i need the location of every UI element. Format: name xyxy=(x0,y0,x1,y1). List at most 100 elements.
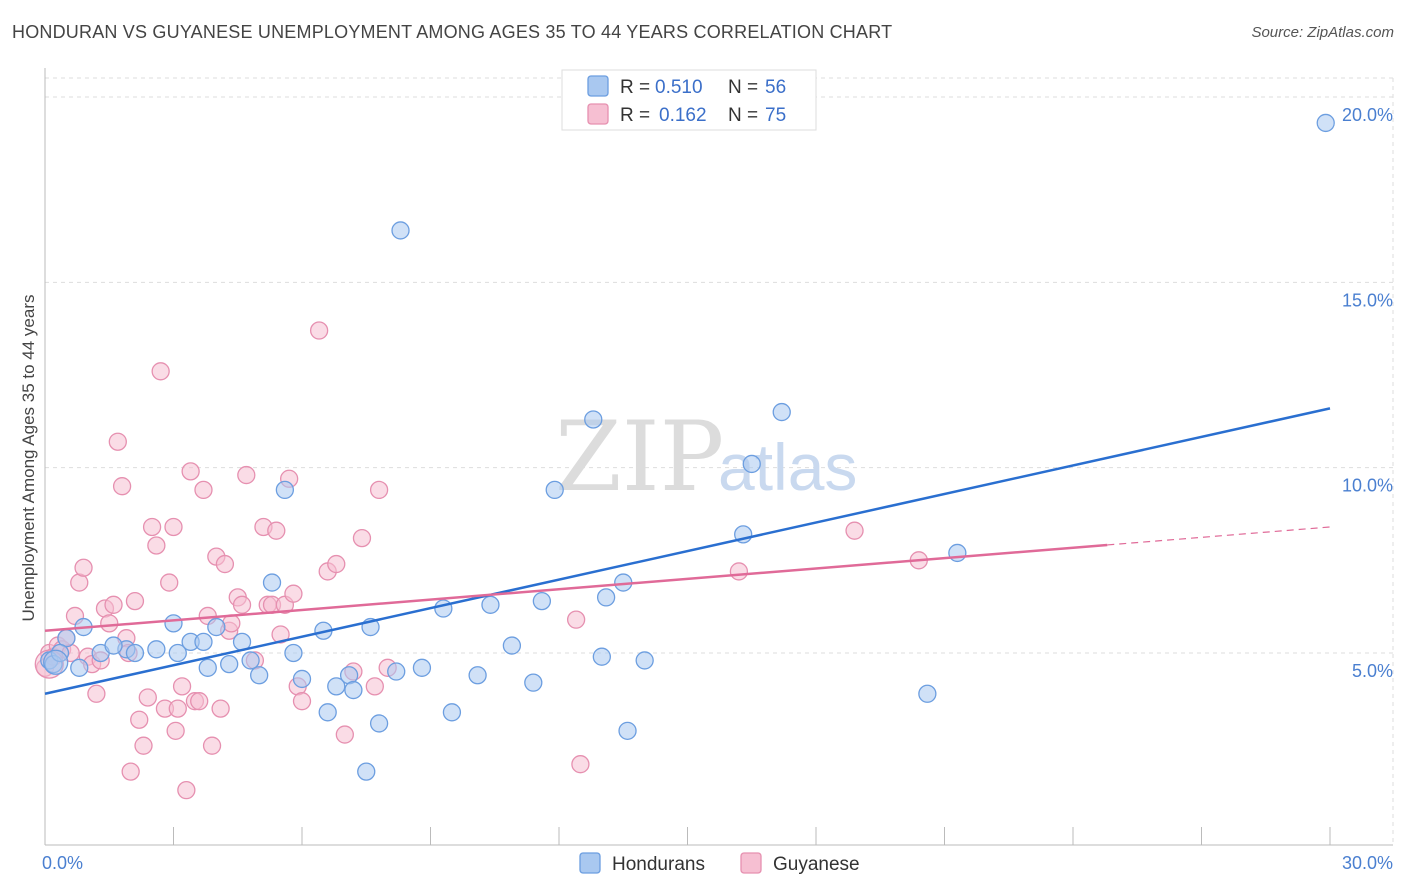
honduran-point-cluster xyxy=(43,649,69,675)
guyanese-point-43 xyxy=(211,699,230,718)
legend-r-value-guyanese: 0.162 xyxy=(659,105,707,126)
honduran-point-52 xyxy=(948,543,967,563)
watermark-atlas: atlas xyxy=(718,430,857,504)
x-tick-label-0: 0.0% xyxy=(42,853,83,873)
guyanese-point-49 xyxy=(237,465,256,485)
honduran-point-40 xyxy=(532,591,552,611)
guyanese-point-9 xyxy=(74,558,93,577)
guyanese-point-21 xyxy=(121,762,140,781)
guyanese-point-18 xyxy=(112,477,132,496)
guyanese-point-36 xyxy=(181,462,200,481)
stats-legend: R = 0.510 N = 56 R = 0.162 N = 75 xyxy=(561,69,817,131)
honduran-point-49 xyxy=(742,454,761,474)
guyanese-point-64 xyxy=(335,725,354,744)
legend-swatch-guyanese xyxy=(587,103,609,125)
series-legend-swatch-hondurans xyxy=(579,852,601,874)
honduran-point-10 xyxy=(168,643,187,663)
guyanese-point-16 xyxy=(104,595,123,614)
honduran-point-39 xyxy=(524,673,543,692)
guyanese-point-38 xyxy=(190,692,209,711)
guyanese-point-48 xyxy=(232,595,252,614)
guyanese-point-23 xyxy=(130,710,149,729)
honduran-point-37 xyxy=(481,595,500,614)
trend-line-extension-guyanese xyxy=(1107,526,1331,546)
honduran-point-36 xyxy=(468,666,487,685)
guyanese-point-34 xyxy=(172,677,192,696)
honduran-point-31 xyxy=(387,662,406,681)
series-legend-label-hondurans: Hondurans xyxy=(612,854,705,875)
honduran-point-12 xyxy=(194,632,213,652)
honduran-point-25 xyxy=(327,677,346,696)
guyanese-point-61 xyxy=(309,321,329,340)
y-tick-label-0: 5.0% xyxy=(1352,661,1393,681)
y-tick-label-1: 10.0% xyxy=(1342,476,1393,496)
honduran-point-50 xyxy=(772,402,791,422)
honduran-point-17 xyxy=(241,651,260,670)
legend-swatch-hondurans xyxy=(587,75,609,97)
source-credit: Source: ZipAtlas.com xyxy=(1251,24,1394,41)
chart-title: HONDURAN VS GUYANESE UNEMPLOYMENT AMONG … xyxy=(12,22,893,42)
guyanese-point-58 xyxy=(284,584,303,603)
legend-r-value-hondurans: 0.510 xyxy=(655,77,703,98)
guyanese-point-72 xyxy=(729,562,749,581)
trend-lines xyxy=(44,407,1331,695)
watermark-zip: ZIP xyxy=(555,401,724,513)
guyanese-point-71 xyxy=(571,755,590,774)
guyanese-point-68 xyxy=(369,480,389,500)
guyanese-point-25 xyxy=(138,688,157,707)
series-legend-label-guyanese: Guyanese xyxy=(773,854,860,875)
honduran-point-24 xyxy=(318,703,337,722)
honduran-point-55 xyxy=(104,636,123,655)
honduran-point-53 xyxy=(1316,113,1335,133)
series-legend: Hondurans Guyanese xyxy=(579,852,860,875)
honduran-point-9 xyxy=(164,614,183,633)
guyanese-point-27 xyxy=(147,536,166,555)
guyanese-point-12 xyxy=(87,684,106,703)
guyanese-point-60 xyxy=(292,692,312,711)
honduran-point-27 xyxy=(344,680,363,700)
honduran-point-13 xyxy=(198,658,217,677)
guyanese-point-15 xyxy=(100,614,119,633)
guyanese-point-73 xyxy=(845,521,864,540)
guyanese-point-54 xyxy=(267,521,286,540)
guyanese-point-28 xyxy=(151,362,170,381)
guyanese-point-17 xyxy=(108,432,127,451)
honduran-point-8 xyxy=(147,640,166,659)
honduran-point-33 xyxy=(412,658,432,677)
guyanese-point-30 xyxy=(160,573,179,592)
honduran-point-18 xyxy=(250,666,269,685)
axis-layer xyxy=(44,68,1393,846)
honduran-point-42 xyxy=(584,410,603,429)
honduran-point-32 xyxy=(391,221,410,240)
legend-r-label-hondurans: R = xyxy=(620,77,650,98)
honduran-point-38 xyxy=(502,636,522,655)
legend-n-label-guyanese: N = xyxy=(728,105,758,126)
guyanese-points xyxy=(34,321,928,800)
y-tick-label-3: 20.0% xyxy=(1342,105,1393,125)
watermark: ZIP atlas xyxy=(555,401,857,513)
legend-n-label-hondurans: N = xyxy=(728,77,758,98)
guyanese-point-63 xyxy=(327,554,346,574)
legend-r-label-guyanese: R = xyxy=(620,105,650,126)
guyanese-point-26 xyxy=(142,517,162,537)
trend-line-guyanese xyxy=(44,543,1108,633)
guyanese-point-32 xyxy=(166,721,185,740)
honduran-point-51 xyxy=(918,684,937,703)
honduran-point-14 xyxy=(207,617,226,637)
honduran-point-3 xyxy=(70,658,89,677)
honduran-point-20 xyxy=(275,480,295,500)
tick-labels: 5.0% 10.0% 15.0% 20.0% 0.0% 30.0% xyxy=(42,105,1393,873)
honduran-point-28 xyxy=(357,762,376,781)
guyanese-point-70 xyxy=(566,610,586,629)
guyanese-point-22 xyxy=(125,591,145,611)
honduran-point-43 xyxy=(592,647,611,666)
guyanese-point-55 xyxy=(271,625,290,644)
honduran-point-7 xyxy=(125,643,145,663)
honduran-point-35 xyxy=(442,703,462,722)
guyanese-point-33 xyxy=(168,699,187,718)
honduran-point-46 xyxy=(618,721,637,740)
guyanese-point-35 xyxy=(177,780,196,800)
x-tick-label-1: 30.0% xyxy=(1342,853,1393,873)
guyanese-point-41 xyxy=(202,736,222,755)
